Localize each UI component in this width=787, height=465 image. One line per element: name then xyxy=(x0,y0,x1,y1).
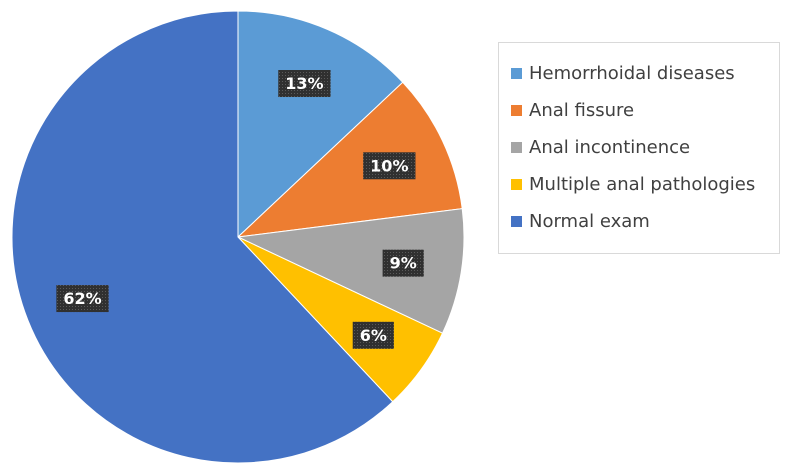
legend-item-hemorrhoidal-diseases: Hemorrhoidal diseases xyxy=(511,55,779,92)
data-label-text: 13% xyxy=(285,74,323,93)
pie-slice-hemorrhoidal-diseases xyxy=(237,10,404,239)
data-label-anal-incontinence: 9% xyxy=(382,249,424,277)
legend-label: Normal exam xyxy=(529,211,650,232)
data-label-multiple-anal-pathologies: 6% xyxy=(352,321,394,349)
pie-slice-anal-fissure xyxy=(236,81,463,238)
legend-swatch xyxy=(511,105,522,116)
data-label-background xyxy=(363,152,416,180)
legend-item-normal-exam: Normal exam xyxy=(511,203,779,240)
legend-item-anal-incontinence: Anal incontinence xyxy=(511,129,779,166)
data-label-background xyxy=(56,285,109,313)
pie-slices xyxy=(11,10,465,464)
data-label-background xyxy=(278,70,331,98)
data-label-normal-exam: 62% xyxy=(56,285,109,313)
legend-item-multiple-anal-pathologies: Multiple anal pathologies xyxy=(511,166,779,203)
legend-label: Anal incontinence xyxy=(529,137,691,158)
data-label-background xyxy=(382,249,424,277)
data-label-background xyxy=(352,321,394,349)
legend-item-anal-fissure: Anal fissure xyxy=(511,92,779,129)
data-label-hemorrhoidal-diseases: 13% xyxy=(278,70,331,98)
data-label-text: 10% xyxy=(370,156,408,175)
legend-swatch xyxy=(511,68,522,79)
legend-swatch xyxy=(511,142,522,153)
legend-swatch xyxy=(511,216,522,227)
legend-label: Hemorrhoidal diseases xyxy=(529,63,735,84)
data-label-anal-fissure: 10% xyxy=(363,152,416,180)
data-label-text: 9% xyxy=(390,254,417,273)
data-label-text: 62% xyxy=(63,289,101,308)
data-label-text: 6% xyxy=(360,326,387,345)
legend: Hemorrhoidal diseases Anal fissure Anal … xyxy=(498,42,780,254)
legend-label: Multiple anal pathologies xyxy=(529,174,756,195)
pie-slice-anal-incontinence xyxy=(236,208,465,334)
legend-swatch xyxy=(511,179,522,190)
legend-label: Anal fissure xyxy=(529,100,635,121)
pie-data-labels: 13% 10% 9% 6% 62% xyxy=(56,70,424,349)
pie-slice-normal-exam xyxy=(11,10,394,464)
